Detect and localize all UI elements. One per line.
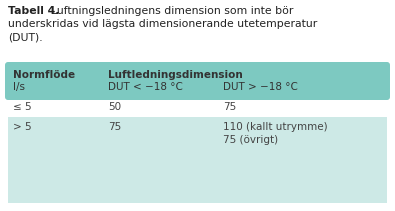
Text: DUT < −18 °C: DUT < −18 °C [108, 82, 183, 92]
Text: 75: 75 [223, 102, 236, 112]
Text: ≤ 5: ≤ 5 [13, 102, 32, 112]
Text: l/s: l/s [13, 82, 25, 92]
Text: 110 (kallt utrymme): 110 (kallt utrymme) [223, 122, 327, 132]
Text: underskridas vid lägsta dimensionerande utetemperatur: underskridas vid lägsta dimensionerande … [8, 19, 317, 29]
Text: 75: 75 [108, 122, 121, 132]
Text: 50: 50 [108, 102, 121, 112]
Text: 75 (övrigt): 75 (övrigt) [223, 135, 278, 145]
Text: (DUT).: (DUT). [8, 32, 43, 42]
FancyBboxPatch shape [5, 62, 390, 100]
Text: Luftledningsdimension: Luftledningsdimension [108, 70, 243, 80]
Text: > 5: > 5 [13, 122, 32, 132]
Text: DUT > −18 °C: DUT > −18 °C [223, 82, 298, 92]
Text: Normflöde: Normflöde [13, 70, 75, 80]
Text: Luftningsledningens dimension som inte bör: Luftningsledningens dimension som inte b… [51, 6, 293, 16]
Bar [8, 117, 387, 203]
Text: Tabell 4.: Tabell 4. [8, 6, 60, 16]
